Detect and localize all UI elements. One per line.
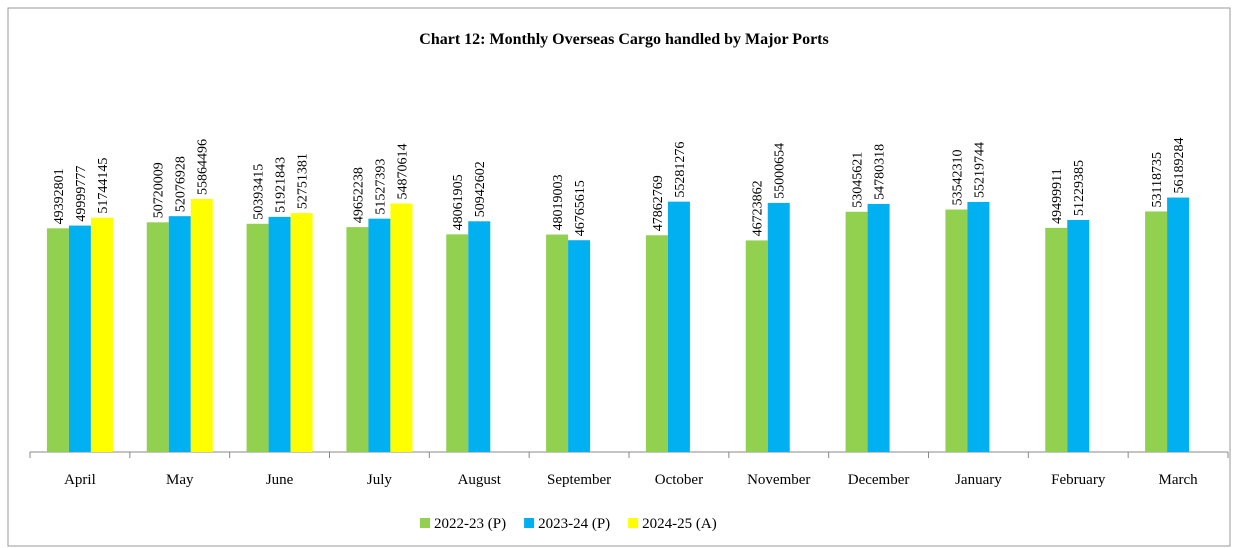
bar [667, 201, 690, 452]
x-tick-label: April [64, 472, 96, 488]
value-label: 51744145 [96, 158, 111, 214]
bar [446, 234, 469, 452]
bar [46, 228, 69, 452]
value-label: 50942602 [473, 161, 488, 217]
legend-swatch [524, 518, 535, 528]
bar [967, 201, 990, 452]
value-label: 51921843 [274, 157, 289, 213]
legend-label: 2022-23 (P) [434, 516, 506, 532]
bar [1045, 227, 1068, 452]
x-tick-label: May [166, 472, 194, 488]
bar [546, 234, 569, 452]
value-label: 46765615 [573, 180, 588, 236]
legend-swatch [628, 518, 639, 528]
bar [90, 217, 113, 452]
value-label: 48061905 [451, 174, 466, 230]
value-label: 50393415 [252, 164, 267, 220]
value-label: 53045621 [851, 152, 866, 208]
legend-label: 2024-25 (A) [642, 516, 717, 532]
bar [190, 199, 213, 452]
x-tick-label: February [1051, 472, 1106, 488]
value-label: 49499911 [1050, 168, 1065, 223]
bar [468, 221, 491, 452]
chart-title: Chart 12: Monthly Overseas Cargo handled… [419, 31, 828, 48]
value-label: 51229385 [1072, 160, 1087, 216]
value-label: 49392801 [52, 168, 67, 224]
value-label: 53542310 [950, 150, 965, 206]
value-label: 52751381 [296, 153, 311, 209]
x-tick-label: September [547, 472, 611, 488]
bar [290, 213, 313, 452]
x-tick-label: July [367, 472, 393, 488]
value-label: 55281276 [673, 142, 688, 198]
bar [568, 240, 591, 452]
bar [745, 240, 768, 452]
x-tick-label: March [1159, 472, 1199, 488]
value-label: 55219744 [972, 142, 987, 198]
bar [1145, 211, 1168, 452]
value-label: 51527393 [373, 159, 388, 215]
value-label: 52076928 [174, 156, 189, 212]
value-label: 53118735 [1150, 152, 1165, 207]
bar [146, 222, 169, 452]
bar [767, 202, 790, 452]
value-label: 54780318 [873, 144, 888, 200]
x-tick-label: October [655, 472, 703, 488]
value-label: 49652238 [351, 167, 366, 223]
bar [390, 203, 413, 452]
value-label: 47862769 [651, 175, 666, 231]
value-label: 46723862 [751, 180, 766, 236]
value-label: 49999777 [74, 166, 89, 222]
bar [68, 225, 91, 452]
bar [346, 227, 369, 452]
bar [945, 209, 968, 452]
bar [246, 223, 269, 452]
bar [268, 216, 291, 452]
bar [368, 218, 391, 452]
x-tick-label: January [955, 472, 1002, 488]
bar [845, 211, 868, 452]
bar [645, 235, 668, 452]
value-label: 55864496 [196, 139, 211, 195]
chart-frame [7, 7, 1231, 547]
value-label: 48019003 [551, 175, 566, 231]
x-tick-label: August [458, 472, 502, 488]
value-label: 55000654 [773, 143, 788, 199]
legend-swatch [420, 518, 430, 528]
bar [1167, 197, 1190, 452]
bar [867, 203, 890, 452]
x-tick-label: November [747, 472, 810, 488]
x-tick-label: December [848, 472, 910, 488]
value-label: 50720009 [152, 162, 167, 218]
x-tick-label: June [266, 472, 294, 488]
bar [1067, 220, 1090, 452]
value-label: 56189284 [1172, 138, 1187, 194]
value-label: 54870614 [395, 144, 410, 200]
legend-label: 2023-24 (P) [538, 516, 610, 532]
bar [168, 216, 191, 452]
